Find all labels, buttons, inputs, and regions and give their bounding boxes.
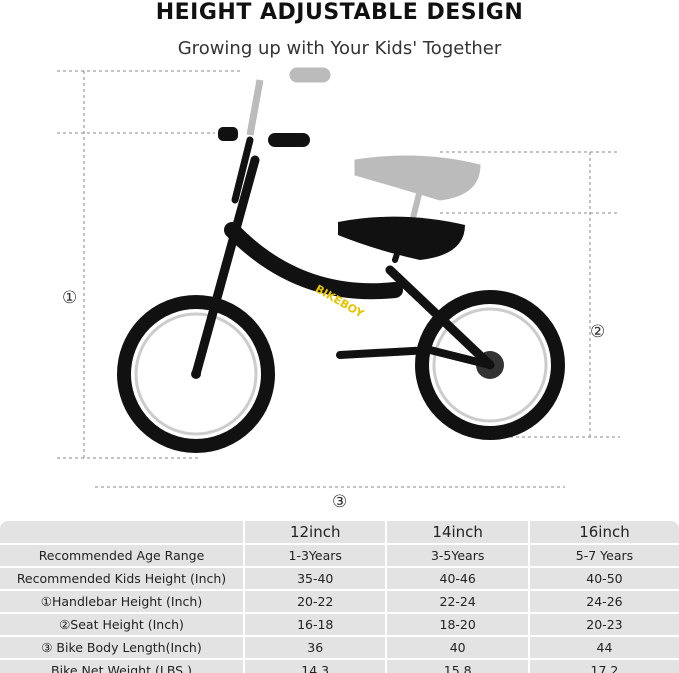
header-cell: 16inch — [527, 521, 679, 544]
value-cell: 20-23 — [527, 612, 679, 636]
value-cell: 40 — [385, 635, 529, 659]
value-cell: 36 — [242, 635, 387, 659]
handlebar-grip — [268, 133, 310, 147]
table-row: ③ Bike Body Length(Inch) 36 40 44 — [0, 635, 679, 659]
table-row: Recommended Age Range 1-3Years 3-5Years 5-7… — [0, 543, 679, 567]
value-cell: 40-46 — [385, 566, 529, 590]
value-cell: 3-5Years — [385, 543, 529, 567]
marker-body-length: ③ — [332, 492, 348, 512]
table-row: Bike Net Weight (LBS.) 14.3 15.8 17.2 — [0, 658, 679, 673]
value-cell: 16-18 — [242, 612, 387, 636]
value-cell: 1-3Years — [242, 543, 387, 567]
row-label: Recommended Age Range — [0, 543, 244, 567]
bike-illustration: BIKEBOY — [57, 67, 620, 488]
seat — [338, 216, 465, 260]
raised-position-ghost — [246, 67, 481, 231]
value-cell: 20-22 — [242, 589, 387, 613]
size-spec-table: 12inch 14inch 16inch Recommended Age Ran… — [0, 521, 679, 673]
value-cell: 15.8 — [385, 658, 529, 673]
table-row: Recommended Kids Height (Inch) 35-40 40-46… — [0, 566, 679, 590]
value-cell: 35-40 — [242, 566, 387, 590]
title: HEIGHT ADJUSTABLE DESIGN — [155, 0, 524, 25]
marker-handlebar-height: ① — [62, 288, 78, 308]
row-label: ②Seat Height (Inch) — [0, 612, 244, 636]
table-header-row: 12inch 14inch 16inch — [0, 521, 679, 544]
header-cell: 12inch — [242, 521, 387, 544]
value-cell: 17.2 — [527, 658, 679, 673]
row-label: ③ Bike Body Length(Inch) — [0, 635, 244, 659]
row-label: Bike Net Weight (LBS.) — [0, 658, 244, 673]
subtitle: Growing up with Your Kids' Together — [177, 38, 502, 59]
table-row: ②Seat Height (Inch) 16-18 18-20 20-23 — [0, 612, 679, 636]
value-cell: 14.3 — [242, 658, 387, 673]
header-cell — [0, 521, 244, 544]
row-label: Recommended Kids Height (Inch) — [0, 566, 244, 590]
row-label: ①Handlebar Height (Inch) — [0, 589, 244, 613]
marker-seat-height: ② — [590, 322, 606, 342]
dimension-lines — [57, 70, 620, 488]
value-cell: 44 — [527, 635, 679, 659]
value-cell: 24-26 — [527, 589, 679, 613]
header-cell: 14inch — [385, 521, 529, 544]
value-cell: 5-7 Years — [527, 543, 679, 567]
value-cell: 40-50 — [527, 566, 679, 590]
table-row: ①Handlebar Height (Inch) 20-22 22-24 24-26 — [0, 589, 679, 613]
value-cell: 18-20 — [385, 612, 529, 636]
value-cell: 22-24 — [385, 589, 529, 613]
